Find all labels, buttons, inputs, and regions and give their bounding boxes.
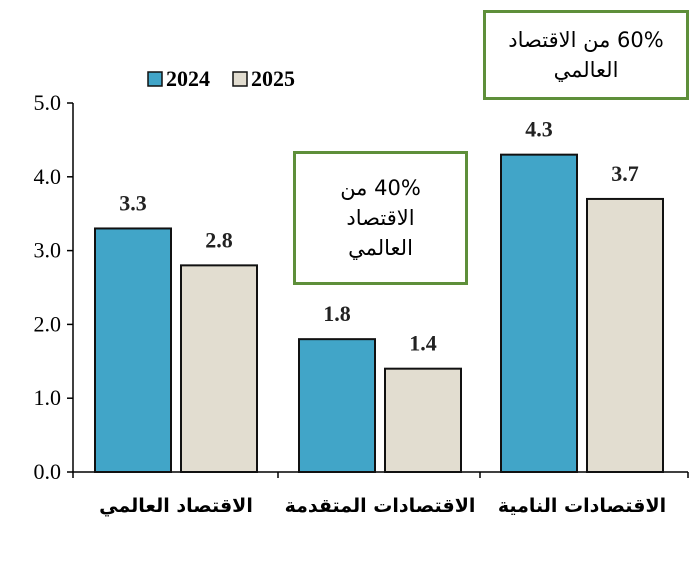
- legend-label-2024: 2024: [166, 66, 210, 91]
- category-label: الاقتصاد العالمي: [99, 495, 253, 517]
- y-tick-label: 4.0: [34, 164, 62, 189]
- bar-2024: [500, 153, 578, 473]
- legend-swatch-2025: [232, 71, 248, 87]
- chart-bars: 3.3 2.8 الاقتصاد العالمي 1.8 1.4 الاقتصادات ا…: [94, 117, 666, 517]
- annotation-developing-share-text: 60% من الاقتصاد العالمي: [508, 28, 664, 82]
- annotation-advanced-share: 40% من الاقتصاد العالمي: [293, 151, 468, 285]
- legend-label-2025: 2025: [251, 66, 295, 91]
- category-label: الاقتصادات النامية: [498, 495, 666, 517]
- annotation-developing-share: 60% من الاقتصاد العالمي: [483, 10, 689, 100]
- data-label: 3.3: [119, 190, 147, 215]
- bar-2024: [94, 227, 172, 473]
- category-label: الاقتصادات المتقدمة: [285, 495, 476, 517]
- y-tick-label: 5.0: [34, 90, 62, 115]
- chart-legend: 2024 2025: [147, 66, 295, 91]
- bar-2025: [586, 197, 664, 473]
- bar-2024: [298, 338, 376, 473]
- y-tick-label: 0.0: [34, 459, 62, 484]
- chart-axes: 0.0 1.0 2.0 3.0 4.0 5.0: [34, 90, 689, 484]
- y-tick-label: 3.0: [34, 238, 62, 263]
- data-label: 4.3: [525, 117, 553, 142]
- data-label: 2.8: [205, 227, 233, 252]
- legend-swatch-2024: [147, 71, 163, 87]
- data-label: 3.7: [611, 161, 639, 186]
- data-label: 1.8: [323, 301, 351, 326]
- y-tick-label: 1.0: [34, 385, 62, 410]
- bar-2025: [180, 264, 258, 473]
- data-label: 1.4: [409, 331, 437, 356]
- bar-2025: [384, 367, 462, 473]
- annotation-advanced-share-text: 40% من الاقتصاد العالمي: [340, 176, 421, 260]
- y-tick-label: 2.0: [34, 311, 62, 336]
